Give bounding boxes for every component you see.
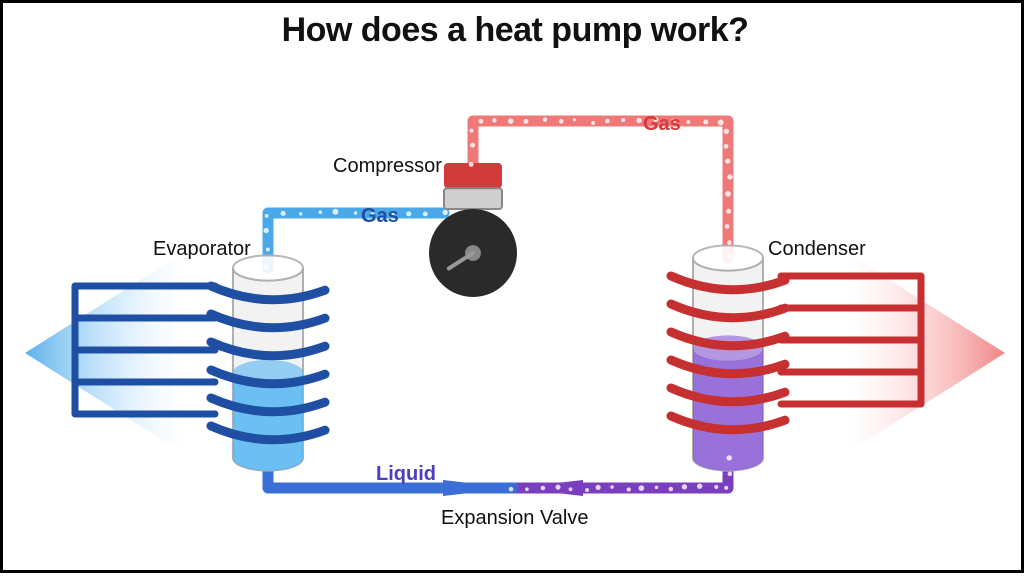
bubble: [727, 174, 732, 179]
diagram-svg: [3, 3, 1024, 576]
bubble: [525, 487, 529, 491]
bubble: [470, 143, 475, 148]
bubble: [332, 209, 338, 215]
bubble: [636, 118, 641, 123]
bubble: [655, 486, 659, 490]
compressor: [429, 163, 517, 297]
bubble: [265, 214, 269, 218]
bubble: [281, 211, 286, 216]
bubble: [559, 119, 564, 124]
label-compressor: Compressor: [333, 155, 442, 178]
bubble: [725, 158, 730, 163]
heat-pump-diagram: How does a heat pump work? Compressor Ev…: [0, 0, 1024, 573]
bubble: [697, 483, 702, 488]
bubble: [591, 121, 595, 125]
condenser-cylinder: [693, 245, 763, 470]
bubble: [605, 119, 610, 124]
label-expansion: Expansion Valve: [441, 507, 589, 530]
bubble: [569, 487, 573, 491]
label-evaporator: Evaporator: [153, 238, 251, 261]
bubble: [725, 191, 731, 197]
bubble: [264, 265, 269, 270]
bubble: [682, 484, 687, 489]
bubble: [585, 488, 589, 492]
bubble: [714, 485, 718, 489]
label-gas-cold: Gas: [361, 205, 399, 228]
bubble: [726, 209, 731, 214]
bubble: [610, 485, 614, 489]
bubble: [669, 487, 674, 492]
bubble: [725, 224, 730, 229]
bubble: [728, 472, 733, 477]
bubble: [541, 486, 545, 490]
bubble: [478, 119, 483, 124]
diagram-title: How does a heat pump work?: [3, 11, 1024, 50]
bubble: [263, 228, 268, 233]
bubble: [555, 485, 560, 490]
bubble: [596, 485, 601, 490]
expansion-valve-hot: [513, 480, 583, 496]
bubble: [727, 455, 732, 460]
bubble: [492, 118, 496, 122]
bubble: [727, 240, 732, 245]
bubble: [686, 120, 690, 124]
bubble: [621, 118, 625, 122]
bubble: [727, 254, 732, 259]
bubble: [639, 485, 645, 491]
bubble: [509, 487, 514, 492]
bubble: [299, 212, 302, 215]
bubble: [703, 120, 708, 125]
label-gas-hot: Gas: [643, 113, 681, 136]
bubble: [724, 486, 728, 490]
bubble: [469, 162, 474, 167]
bubble: [573, 118, 576, 121]
label-condenser: Condenser: [768, 238, 866, 261]
bubble: [442, 210, 447, 215]
bubble: [523, 119, 528, 124]
bubble: [423, 211, 428, 216]
bubble: [718, 119, 724, 125]
bubble: [406, 211, 411, 216]
bubble: [318, 210, 322, 214]
bubble: [724, 129, 729, 134]
bubble: [354, 211, 357, 214]
big-arrow: [847, 253, 1005, 453]
label-liquid: Liquid: [376, 463, 436, 486]
expansion-valve-cold: [443, 480, 513, 496]
bubble: [508, 118, 514, 124]
bubble: [469, 129, 473, 133]
bubble: [266, 248, 270, 252]
bubble: [627, 487, 631, 491]
bubble: [543, 117, 548, 122]
bubble: [724, 144, 729, 149]
